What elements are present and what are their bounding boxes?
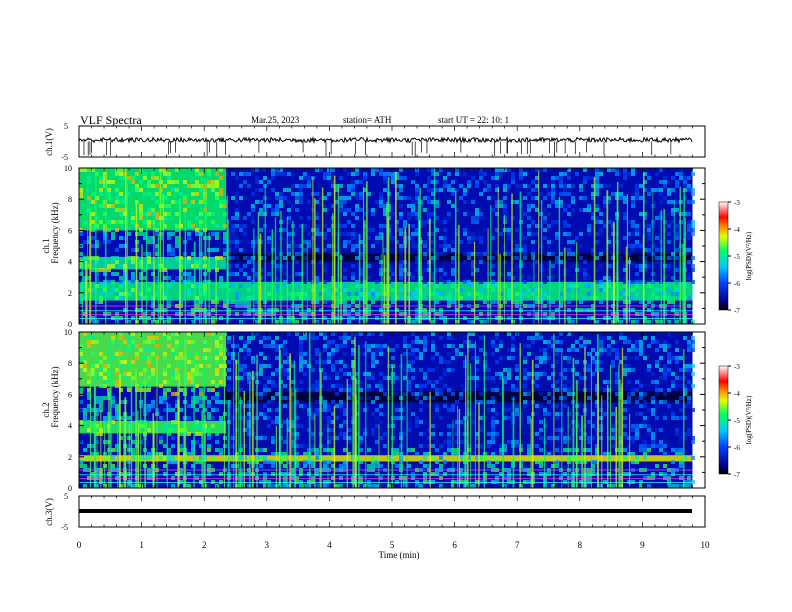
xaxis-label: Time (min) (379, 550, 420, 560)
ch1_spec-ytick-label: 0 (68, 320, 72, 329)
xtick-label: 8 (578, 540, 583, 550)
ch1-waveform-panel: 5 -5 ch.1(V) (44, 122, 706, 162)
colorbar-tick-label: -7 (734, 471, 740, 479)
ch2_spec-ytick-label: 2 (68, 453, 72, 462)
ch1-waveform-line (78, 135, 693, 145)
ch2-colorbar: -3 -4 -5 -6 -7 log(PSD)(V²/Hz) (718, 363, 753, 479)
colorbar-tick-label: -5 (734, 417, 740, 425)
ch1-spectrogram-panel: 10 8 6 4 2 0 ch.1 Frequency (kHz) (41, 164, 706, 329)
ch1_spec-ytick-label: 8 (68, 195, 72, 204)
colorbar-tick-label: -4 (734, 226, 740, 234)
ch1_spec-ytick-label: 2 (68, 289, 72, 298)
ch2-colorbar-gradient (718, 365, 729, 475)
colorbar-tick-label: -3 (734, 199, 740, 207)
ch3-waveform-panel: 5 -5 ch.3(V) (44, 492, 706, 532)
ch2-spec-ylabel: Frequency (kHz) (50, 366, 60, 427)
start-time-label: start UT = 22: 10: 1 (438, 115, 509, 125)
ch1-spectrogram-heatmap (78, 167, 706, 325)
xtick-label: 4 (327, 540, 332, 550)
xtick-label: 6 (452, 540, 457, 550)
ch1-colorbar-gradient (718, 201, 729, 311)
ch1-wave-tick-top: 5 (64, 122, 68, 131)
xtick-label: 10 (701, 540, 711, 550)
ch3-wave-tick-bottom: -5 (61, 523, 68, 532)
ch1_spec-ytick-label: 6 (68, 226, 72, 235)
ch1_spec-ytick-label: 10 (64, 164, 72, 173)
chart-title: VLF Spectra (80, 113, 142, 127)
ch1-wave-tick-bottom: -5 (61, 153, 68, 162)
ch2_spec-ytick-label: 6 (68, 390, 72, 399)
ch1-colorbar-label: log(PSD)(V²/Hz) (745, 231, 753, 280)
colorbar-tick-label: -3 (734, 363, 740, 371)
colorbar-tick-label: -6 (734, 444, 740, 452)
colorbar-tick-label: -7 (734, 307, 740, 315)
xtick-label: 2 (202, 540, 207, 550)
xtick-label: 5 (390, 540, 395, 550)
ch1-colorbar: -3 -4 -5 -6 -7 log(PSD)(V²/Hz) (718, 199, 753, 315)
xtick-label: 1 (139, 540, 144, 550)
ch2_spec-ytick-label: 4 (68, 422, 72, 431)
colorbar-tick-label: -4 (734, 390, 740, 398)
ch2-spectrogram-heatmap (78, 331, 706, 489)
ch1-spec-ylabel-channel: ch.1 (41, 238, 51, 253)
ch2_spec-ytick-label: 10 (64, 328, 72, 337)
ch2-spectrogram-panel: 10 8 6 4 2 0 ch.2 Frequency (kHz) (41, 328, 706, 493)
ch1-spec-ylabel: Frequency (kHz) (50, 202, 60, 263)
ch2_spec-ytick-label: 0 (68, 484, 72, 493)
station-label: station= ATH (343, 115, 392, 125)
ch1-wave-ylabel: ch.1(V) (44, 128, 54, 156)
xtick-label: 3 (265, 540, 270, 550)
xtick-label: 9 (640, 540, 645, 550)
colorbar-tick-label: -6 (734, 280, 740, 288)
xtick-label: 7 (515, 540, 520, 550)
ch2_spec-ytick-label: 8 (68, 359, 72, 368)
ch2-colorbar-label: log(PSD)(V²/Hz) (745, 395, 753, 444)
spectrogram-feature-2 (79, 455, 693, 462)
ch3-wave-ylabel: ch.3(V) (44, 498, 54, 526)
ch3-wave-tick-top: 5 (64, 492, 68, 501)
ch1_spec-ytick-label: 4 (68, 258, 72, 267)
ch2-spec-ylabel-channel: ch.2 (41, 402, 51, 417)
date-label: Mar.25, 2023 (251, 115, 300, 125)
colorbar-tick-label: -5 (734, 253, 740, 261)
time-axis: 0 1 2 3 4 5 6 7 8 9 10 (77, 126, 710, 550)
xtick-label: 0 (77, 540, 82, 550)
